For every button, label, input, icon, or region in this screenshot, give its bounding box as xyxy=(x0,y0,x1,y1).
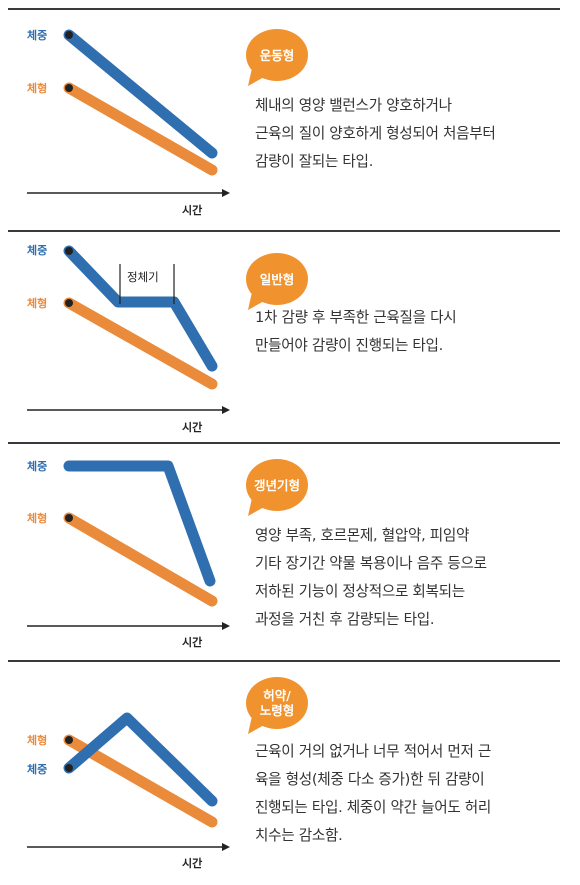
time-axis-label: 시간 xyxy=(182,420,202,434)
legend-body-shape: 체형 xyxy=(27,733,47,747)
weight-trend-line xyxy=(63,460,216,587)
legend-body-shape: 체형 xyxy=(27,81,47,95)
legend-weight: 체중 xyxy=(27,28,47,42)
legend-body-shape: 체형 xyxy=(27,511,47,525)
weight-trend-line xyxy=(63,245,218,372)
panel-general-type: 정체기 체중 체형 시간 일반형 1차 감량 후 부족한 근육질을 다시 만들어… xyxy=(0,232,580,442)
trend-graph: 체중 체형 시간 xyxy=(27,28,230,217)
weight-trend-line xyxy=(63,29,218,159)
time-axis-arrowhead xyxy=(222,189,230,197)
divider xyxy=(8,8,560,10)
badge-label: 일반형 xyxy=(259,271,295,287)
divider xyxy=(8,442,560,444)
type-description: 영양 부족, 호르몬제, 혈압약, 피임약 기타 장기간 약물 복용이나 음주 … xyxy=(255,527,487,628)
panel-menopause-type: 체중 체형 시간 갱년기형 영양 부족, 호르몬제, 혈압약, 피임약 기타 장… xyxy=(0,444,580,660)
speech-bubble-icon xyxy=(246,253,308,310)
panel-exercise-type: 체중 체형 시간 운동형 체내의 영양 밸런스가 양호하거나 근육의 질이 양호… xyxy=(0,10,580,230)
body-shape-trend-line xyxy=(63,297,218,390)
type-badge: 일반형 xyxy=(244,252,310,314)
plateau-label: 정체기 xyxy=(127,270,159,284)
body-shape-start-dot xyxy=(65,736,73,744)
time-axis-label: 시간 xyxy=(182,203,202,217)
trend-graph: 정체기 체중 체형 시간 xyxy=(27,243,230,434)
type-description: 근육이 거의 없거나 너무 적어서 먼저 근 육을 형성(체중 다소 증가)한 … xyxy=(255,743,492,844)
time-axis-arrowhead xyxy=(222,622,230,630)
type-badge: 운동형 xyxy=(244,28,310,90)
panel-frail-elderly-type: 체형 체중 시간 허약/ 노령형 근육이 거의 없거나 너무 적어서 먼저 근 … xyxy=(0,662,580,885)
type-description: 1차 감량 후 부족한 근육질을 다시 만들어야 감량이 진행되는 타입. xyxy=(255,309,457,354)
badge-label: 허약/ 노령형 xyxy=(259,688,295,718)
body-shape-trend-line xyxy=(63,82,218,176)
weight-start-dot xyxy=(65,764,73,772)
speech-bubble-icon xyxy=(246,29,308,86)
time-axis-arrowhead xyxy=(222,843,230,851)
time-axis-label: 시간 xyxy=(182,856,202,870)
badge-label: 갱년기형 xyxy=(253,477,300,493)
weight-trend-line xyxy=(63,712,218,807)
time-axis-label: 시간 xyxy=(182,635,202,649)
speech-bubble-icon xyxy=(246,459,308,516)
body-shape-start-dot xyxy=(65,299,73,307)
legend-weight: 체중 xyxy=(27,459,47,473)
speech-bubble-icon xyxy=(246,677,308,734)
weight-start-dot xyxy=(65,31,73,39)
legend-weight: 체중 xyxy=(27,762,47,776)
type-badge: 갱년기형 xyxy=(244,458,310,520)
body-shape-start-dot xyxy=(65,514,73,522)
trend-graph: 체중 체형 시간 xyxy=(27,459,230,649)
weight-start-dot xyxy=(65,247,73,255)
body-shape-start-dot xyxy=(65,84,73,92)
body-shape-trend-line xyxy=(63,512,218,607)
divider xyxy=(8,230,560,232)
legend-weight: 체중 xyxy=(27,243,47,257)
legend-body-shape: 체형 xyxy=(27,296,47,310)
divider xyxy=(8,660,560,662)
badge-label: 운동형 xyxy=(259,47,295,63)
trend-graph: 체형 체중 시간 xyxy=(27,712,230,870)
time-axis-arrowhead xyxy=(222,406,230,414)
type-badge: 허약/ 노령형 xyxy=(244,676,310,738)
type-description: 체내의 영양 밸런스가 양호하거나 근육의 질이 양호하게 형성되어 처음부터 … xyxy=(255,97,496,170)
